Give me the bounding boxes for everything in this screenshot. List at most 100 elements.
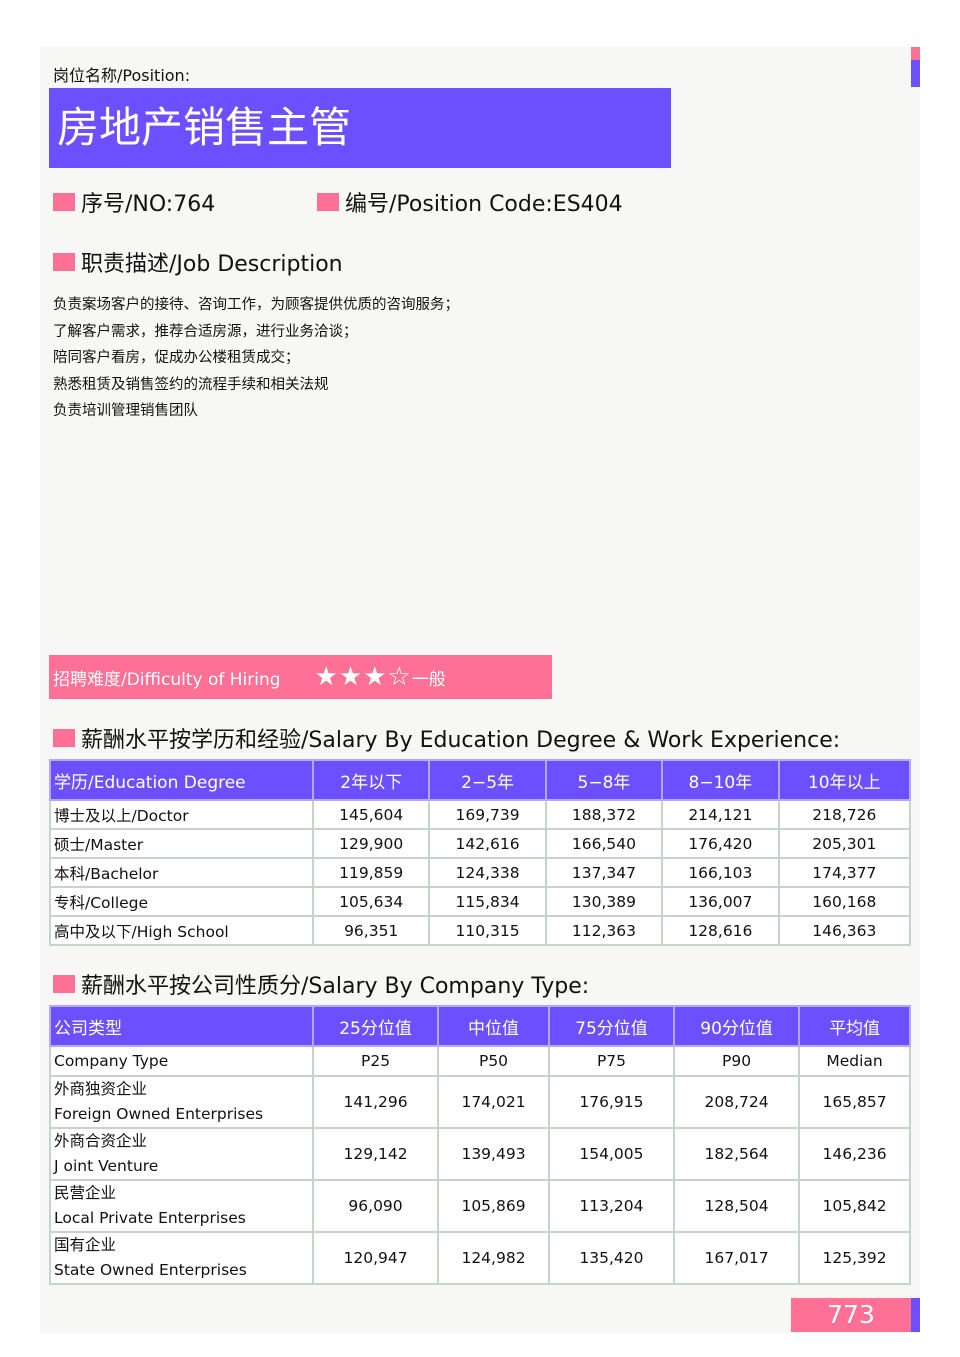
table-cell: 130,389 <box>544 886 664 917</box>
column-header: 25分位值 <box>311 1005 440 1047</box>
table-cell: 129,142 <box>311 1127 440 1181</box>
job-desc-line: 负责培训管理销售团队 <box>53 403 198 420</box>
corner-decoration <box>911 60 920 87</box>
company-salary-header: 薪酬水平按公司性质分/Salary By Company Type: <box>53 968 589 1000</box>
table-row: 国有企业 State Owned Enterprises 120,947 124,98… <box>49 1231 911 1285</box>
table-row: 外商合资企业 J oint Venture 129,142 139,493 154,00… <box>49 1127 911 1181</box>
table-cell: 高中及以下/High School <box>49 915 314 946</box>
table-cell: 139,493 <box>437 1127 550 1181</box>
table-cell: 专科/College <box>49 886 314 917</box>
difficulty-level: 一般 <box>411 669 446 690</box>
table-cell: 105,869 <box>437 1179 550 1233</box>
page-number-decoration <box>911 1298 920 1332</box>
job-desc-line: 熟悉租赁及销售签约的流程手续和相关法规 <box>53 376 329 393</box>
company-type-cell: 民营企业 Local Private Enterprises <box>49 1179 314 1233</box>
subheader-cell: P25 <box>311 1045 440 1077</box>
table-cell: 205,301 <box>777 828 912 859</box>
table-cell: 博士及以上/Doctor <box>49 799 314 830</box>
company-type-cell: 国有企业 State Owned Enterprises <box>49 1231 314 1285</box>
table-cell: 176,915 <box>547 1075 676 1129</box>
company-type-cn: 外商合资企业 <box>54 1132 148 1150</box>
table-cell: 硕士/Master <box>49 828 314 859</box>
table-cell: 115,834 <box>428 886 547 917</box>
table-cell: 125,392 <box>798 1231 911 1285</box>
company-salary-table: 公司类型 25分位值 中位值 75分位值 90分位值 平均值 Company Type P2… <box>49 1005 911 1285</box>
table-cell: 129,900 <box>311 828 431 859</box>
table-row: 本科/Bachelor 119,859 124,338 137,347 166,103 1… <box>49 857 912 888</box>
subheader-row: Company Type P25 P50 P75 P90 Median <box>49 1045 911 1077</box>
table-cell: 128,616 <box>661 915 780 946</box>
bullet-square-icon <box>317 193 339 211</box>
table-cell: 96,090 <box>311 1179 440 1233</box>
job-desc-line: 了解客户需求，推荐合适房源，进行业务洽谈； <box>53 323 358 340</box>
position-number-text: 序号/NO:764 <box>81 192 216 217</box>
section-title: 职责描述/Job Description <box>81 252 343 277</box>
table-cell: 174,021 <box>437 1075 550 1129</box>
table-row: 高中及以下/High School 96,351 110,315 112,363 128… <box>49 915 912 946</box>
subheader-cell: Median <box>798 1045 911 1077</box>
table-cell: 146,236 <box>798 1127 911 1181</box>
table-row: 民营企业 Local Private Enterprises 96,090 105,8… <box>49 1179 911 1233</box>
bullet-square-icon <box>53 975 75 993</box>
table-cell: 128,504 <box>673 1179 801 1233</box>
table-cell: 176,420 <box>661 828 780 859</box>
table-cell: 113,204 <box>547 1179 676 1233</box>
education-salary-table: 学历/Education Degree 2年以下 2−5年 5−8年 8−10年 10年以… <box>49 759 912 946</box>
company-type-en: Local Private Enterprises <box>54 1209 246 1227</box>
table-cell: 110,315 <box>428 915 547 946</box>
table-cell: 188,372 <box>544 799 664 830</box>
table-cell: 141,296 <box>311 1075 440 1129</box>
table-cell: 120,947 <box>311 1231 440 1285</box>
table-cell: 169,739 <box>428 799 547 830</box>
subheader-cell: P90 <box>673 1045 801 1077</box>
table-cell: 160,168 <box>777 886 912 917</box>
company-type-cell: 外商合资企业 J oint Venture <box>49 1127 314 1181</box>
company-type-cn: 民营企业 <box>54 1184 117 1202</box>
job-description-header: 职责描述/Job Description <box>53 246 343 278</box>
table-cell: 本科/Bachelor <box>49 857 314 888</box>
column-header: 2−5年 <box>428 759 547 801</box>
position-number: 序号/NO:764 <box>53 186 215 218</box>
column-header: 2年以下 <box>311 759 431 801</box>
table-cell: 124,338 <box>428 857 547 888</box>
table-cell: 166,103 <box>661 857 780 888</box>
table-cell: 214,121 <box>661 799 780 830</box>
table-cell: 174,377 <box>777 857 912 888</box>
table-cell: 154,005 <box>547 1127 676 1181</box>
table-cell: 119,859 <box>311 857 431 888</box>
table-cell: 166,540 <box>544 828 664 859</box>
column-header: 5−8年 <box>544 759 664 801</box>
table-row: 博士及以上/Doctor 145,604 169,739 188,372 214,121… <box>49 799 912 830</box>
corner-decoration <box>911 47 920 60</box>
education-salary-header: 薪酬水平按学历和经验/Salary By Education Degree & … <box>53 722 840 754</box>
difficulty-label: 招聘难度/Difficulty of Hiring <box>53 669 281 690</box>
subheader-cell: P50 <box>437 1045 550 1077</box>
table-cell: 137,347 <box>544 857 664 888</box>
column-header: 公司类型 <box>49 1005 314 1047</box>
table-row: 专科/College 105,634 115,834 130,389 136,007 16… <box>49 886 912 917</box>
company-type-cn: 国有企业 <box>54 1236 117 1254</box>
company-type-cell: 外商独资企业 Foreign Owned Enterprises <box>49 1075 314 1129</box>
table-cell: 135,420 <box>547 1231 676 1285</box>
table-cell: 112,363 <box>544 915 664 946</box>
table-cell: 167,017 <box>673 1231 801 1285</box>
column-header: 90分位值 <box>673 1005 801 1047</box>
column-header: 8−10年 <box>661 759 780 801</box>
star-rating-icon: ★★★☆ <box>314 662 412 692</box>
table-cell: 182,564 <box>673 1127 801 1181</box>
job-desc-line: 负责案场客户的接待、咨询工作，为顾客提供优质的咨询服务； <box>53 297 459 313</box>
position-code: 编号/Position Code:ES404 <box>317 186 623 218</box>
hiring-difficulty-bar: 招聘难度/Difficulty of Hiring ★★★☆ 一般 <box>49 655 552 699</box>
bullet-square-icon <box>53 253 75 271</box>
table-cell: 105,634 <box>311 886 431 917</box>
table-row: 外商独资企业 Foreign Owned Enterprises 141,296 17… <box>49 1075 911 1129</box>
table-cell: 142,616 <box>428 828 547 859</box>
company-type-cn: 外商独资企业 <box>54 1080 148 1098</box>
table-cell: 165,857 <box>798 1075 911 1129</box>
column-header: 平均值 <box>798 1005 911 1047</box>
position-label: 岗位名称/Position: <box>53 66 191 85</box>
table-cell: 105,842 <box>798 1179 911 1233</box>
table-row: 硕士/Master 129,900 142,616 166,540 176,420 205… <box>49 828 912 859</box>
table-cell: 145,604 <box>311 799 431 830</box>
column-header: 10年以上 <box>777 759 912 801</box>
